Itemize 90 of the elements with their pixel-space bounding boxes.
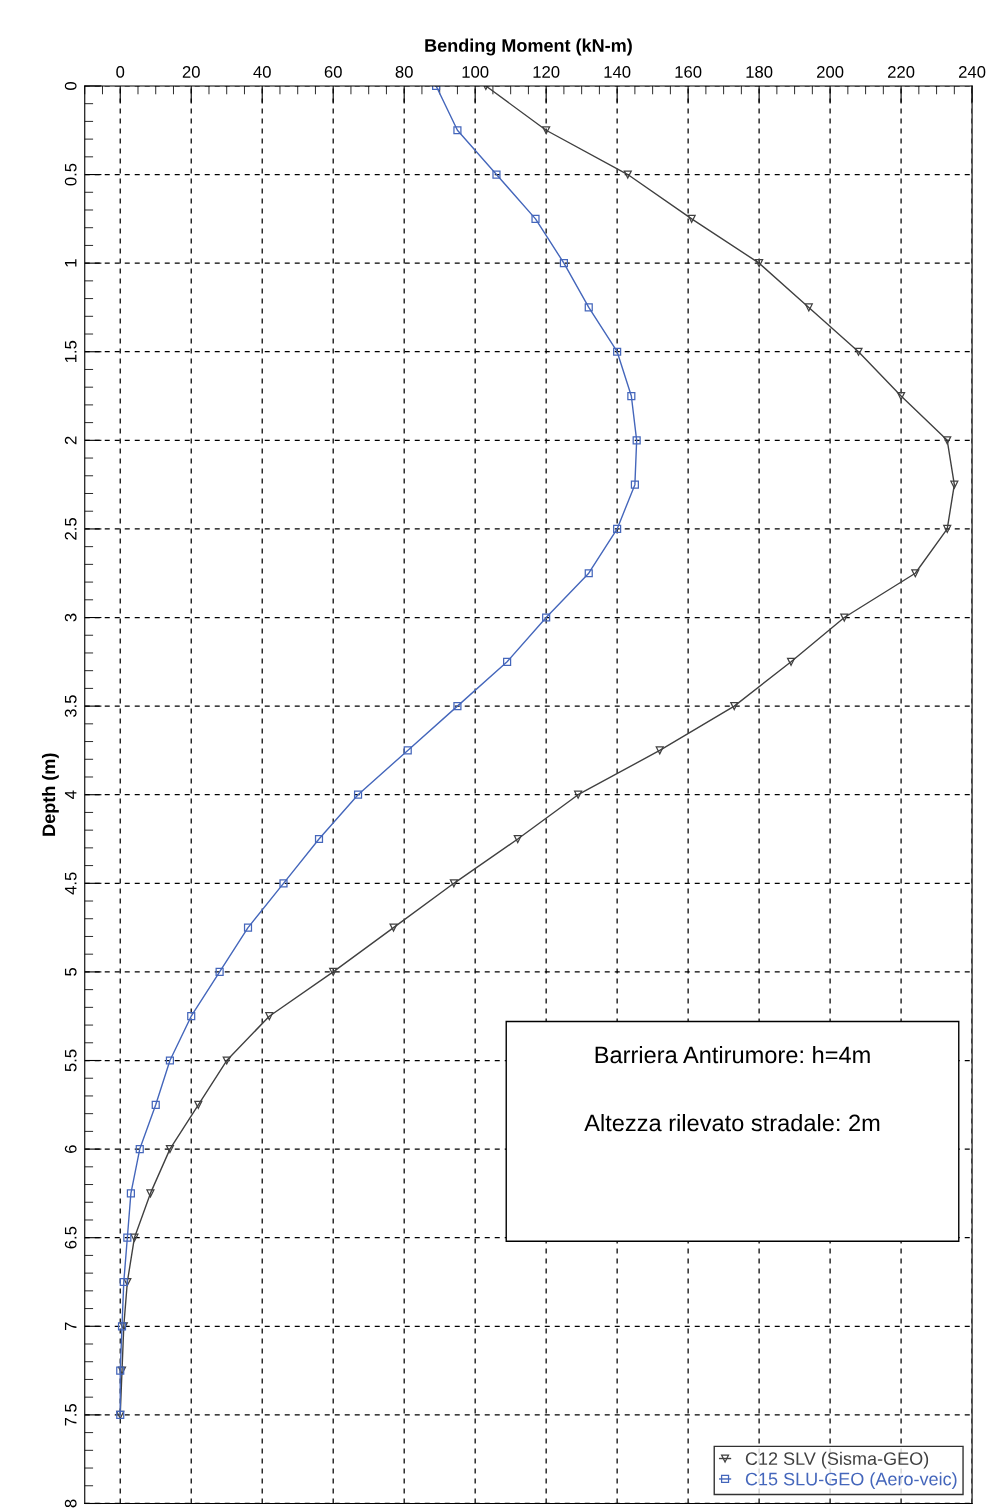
point [126, 1189, 135, 1198]
point [655, 746, 664, 755]
point [584, 569, 593, 578]
point [453, 126, 462, 135]
x-tick-label: 140 [604, 66, 631, 78]
point [613, 524, 622, 534]
point [840, 613, 849, 622]
point [755, 259, 764, 268]
point [243, 923, 253, 932]
point [513, 834, 522, 844]
x-tick-label: 0 [116, 66, 125, 78]
x-tick-label: 80 [395, 66, 413, 78]
y-tick-label: 1 [64, 259, 77, 267]
point [151, 1100, 160, 1109]
point [630, 480, 639, 489]
point [119, 1277, 128, 1287]
y-tick-label: 2 [64, 436, 77, 445]
y-tick-label: 3 [64, 613, 77, 622]
x-tick-label: 100 [462, 66, 489, 78]
y-tick-label: 0.5 [64, 163, 77, 186]
x-tick-label: 60 [324, 66, 342, 78]
y-tick-label: 5 [64, 967, 77, 976]
point [623, 170, 632, 179]
point [786, 657, 796, 666]
point [215, 967, 224, 977]
point [584, 303, 593, 312]
y-axis-title: Depth (m) [41, 753, 59, 836]
x-tick-label: 220 [888, 66, 915, 78]
point [403, 746, 412, 755]
point [613, 347, 622, 356]
y-tick-label: 7 [64, 1322, 77, 1331]
x-axis-title: Bending Moment (kN-m) [425, 38, 632, 56]
x-tick-label: 180 [746, 66, 773, 78]
x-tick-label: 120 [533, 66, 560, 78]
x-tick-label: 20 [182, 66, 200, 78]
point [123, 1233, 132, 1242]
x-tick-label: 240 [959, 66, 986, 78]
y-tick-label: 0 [64, 81, 77, 90]
y-tick-label: 1.5 [64, 340, 77, 363]
point [896, 391, 906, 401]
y-tick-label: 4 [64, 790, 77, 799]
y-tick-label: 5.5 [64, 1049, 77, 1072]
point [135, 1144, 144, 1154]
point [503, 657, 512, 666]
y-tick-label: 6 [64, 1145, 77, 1153]
point [279, 879, 288, 888]
y-tick-label: 4.5 [64, 872, 77, 895]
y-tick-label: 3.5 [64, 695, 77, 718]
point [950, 480, 959, 489]
point [453, 702, 462, 711]
point [542, 613, 551, 622]
point [449, 879, 458, 888]
point [265, 1012, 274, 1021]
y-tick-label: 2.5 [64, 518, 77, 540]
annotation: Altezza rilevato stradale: 2m [584, 1113, 880, 1132]
point [165, 1144, 175, 1154]
y-tick-label: 8 [64, 1499, 77, 1508]
point [353, 790, 363, 799]
y-tick-label: 6.5 [64, 1226, 77, 1249]
point [146, 1189, 155, 1198]
point [730, 702, 739, 711]
point [687, 214, 696, 223]
annotation: Barriera Antirumore: h=4m [595, 1045, 870, 1064]
point [123, 1277, 132, 1287]
point [854, 347, 863, 356]
point [492, 170, 501, 179]
x-tick-label: 40 [253, 66, 271, 78]
legend-label: C12 SLV (Sisma-GEO) [745, 1451, 929, 1469]
point [389, 923, 398, 932]
legend-label: C15 SLU-GEO (Aero-veic) [745, 1472, 957, 1490]
point [542, 126, 551, 135]
point [574, 790, 583, 799]
point [943, 524, 952, 534]
point [943, 436, 952, 445]
point [130, 1233, 139, 1242]
point [559, 259, 568, 268]
point [194, 1100, 203, 1109]
point [531, 214, 540, 223]
point [627, 391, 636, 401]
y-tick-label: 7.5 [64, 1403, 77, 1426]
point [329, 967, 338, 977]
point [165, 1056, 175, 1065]
point [222, 1056, 231, 1065]
point [314, 834, 324, 844]
x-tick-label: 200 [817, 66, 844, 78]
point [187, 1012, 196, 1021]
x-tick-label: 160 [675, 66, 702, 78]
point [804, 303, 813, 312]
point [911, 569, 920, 578]
point [632, 436, 641, 445]
